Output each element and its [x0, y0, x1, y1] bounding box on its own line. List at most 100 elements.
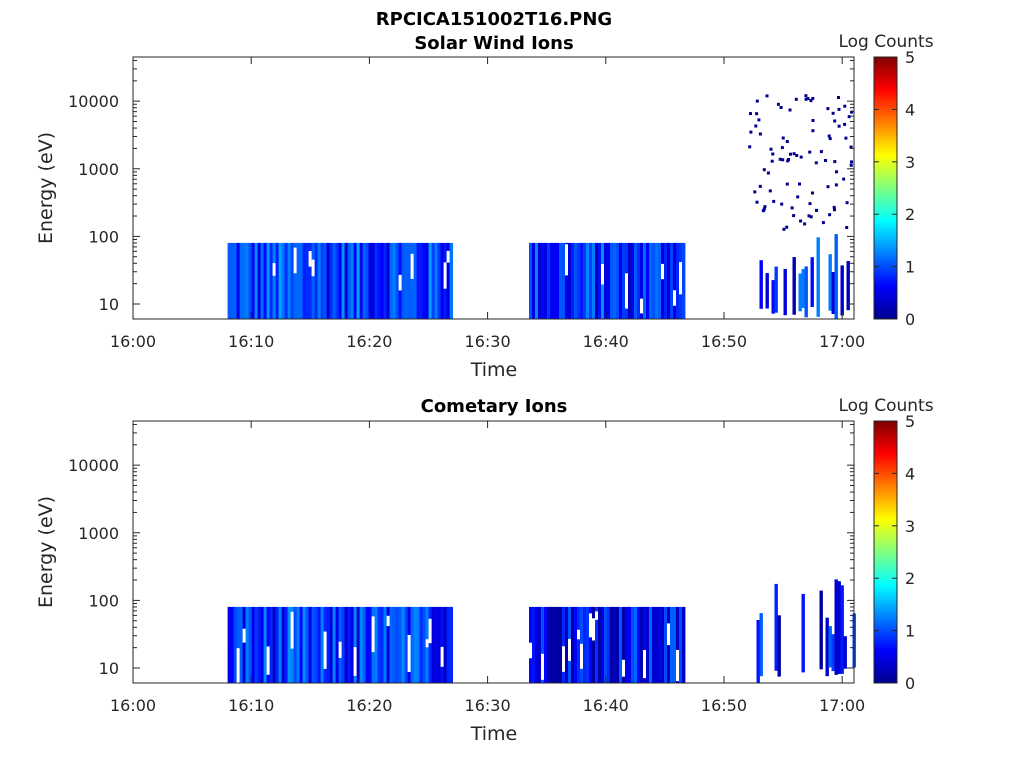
data-gap [266, 646, 270, 675]
data-gap [293, 247, 297, 274]
data-column [446, 242, 450, 319]
data-pixel [763, 205, 767, 209]
data-column [589, 242, 593, 319]
data-column [577, 606, 581, 683]
data-column [643, 242, 647, 319]
x-axis-label: Time [470, 359, 518, 381]
data-column [302, 606, 306, 683]
data-column [344, 606, 348, 683]
data-column [679, 606, 683, 683]
data-column [577, 242, 581, 319]
data-column [299, 606, 303, 683]
x-axis-label: Time [470, 723, 518, 745]
data-pixel [755, 99, 759, 103]
data-column [571, 242, 575, 319]
data-column [529, 242, 533, 319]
data-pixel [826, 107, 830, 111]
data-column [547, 606, 551, 683]
data-column [422, 242, 426, 319]
panel-title: Cometary Ions [421, 396, 568, 417]
data-column [664, 242, 668, 319]
data-gap [371, 616, 375, 653]
colorbar-gradient [873, 420, 898, 684]
data-gap [386, 615, 390, 627]
data-column [646, 606, 650, 683]
data-gap [673, 290, 677, 306]
data-column [440, 242, 444, 319]
data-column [356, 606, 360, 683]
data-pixel [850, 160, 853, 164]
data-column [401, 606, 405, 683]
colorbar-tick-label: 1 [905, 622, 915, 641]
data-pixel [834, 183, 838, 187]
data-column [416, 606, 420, 683]
data-column [604, 242, 608, 319]
data-column [610, 242, 614, 319]
data-pixel [755, 200, 759, 204]
data-gap [676, 649, 680, 682]
colorbar-label: Log Counts [838, 32, 933, 52]
data-pixel [780, 202, 784, 206]
data-column [589, 606, 593, 683]
data-column [613, 242, 617, 319]
data-column [263, 242, 267, 319]
data-column [371, 242, 375, 319]
data-column [320, 606, 324, 683]
x-tick-label: 16:30 [465, 332, 511, 351]
colorbar-tick-label: 1 [905, 258, 915, 277]
y-axis-label: Energy (eV) [35, 496, 57, 608]
colorbar-tick-label: 0 [905, 674, 915, 693]
data-pixel [844, 136, 848, 140]
data-pixel [831, 111, 835, 115]
data-column [828, 626, 832, 668]
data-column [676, 242, 680, 319]
data-column [251, 242, 255, 319]
data-column [682, 606, 686, 683]
y-tick-label: 100 [88, 227, 119, 246]
data-column [622, 242, 626, 319]
y-axis: 10 100 1000 10000 [68, 423, 854, 678]
data-column [840, 585, 844, 674]
data-column [413, 606, 417, 683]
data-pixel [788, 108, 792, 112]
data-column [831, 634, 835, 672]
data-column [347, 606, 351, 683]
data-column [413, 242, 417, 319]
data-column [329, 242, 333, 319]
data-column [317, 606, 321, 683]
x-axis: 16:00 16:10 16:20 16:30 16:40 16:50 17:00 [110, 421, 865, 715]
x-tick-label: 17:00 [819, 332, 865, 351]
data-column [631, 242, 635, 319]
data-pixel [833, 119, 837, 123]
data-gap [446, 250, 450, 263]
data-column [783, 268, 787, 316]
y-tick-label: 10 [99, 295, 119, 314]
data-gap [601, 264, 605, 285]
y-axis-label: Energy (eV) [35, 132, 57, 244]
data-column [613, 606, 617, 683]
data-pixel [762, 207, 766, 211]
data-gap [443, 262, 447, 289]
data-pixel [843, 122, 847, 126]
data-pixel [781, 136, 785, 140]
data-pixel [833, 208, 836, 212]
data-pixel [811, 119, 815, 122]
data-column [326, 242, 330, 319]
data-column [392, 606, 396, 683]
data-pixel [804, 94, 808, 98]
data-column [260, 606, 264, 683]
data-pixel [765, 94, 769, 98]
data-column [846, 261, 850, 311]
data-column [404, 606, 408, 683]
data-column [616, 242, 620, 319]
data-gap [353, 647, 357, 676]
data-column [816, 237, 820, 317]
data-column [314, 606, 318, 683]
data-column [840, 265, 844, 316]
data-gap [580, 643, 584, 669]
data-column [673, 606, 677, 683]
data-pixel [768, 189, 772, 193]
data-column [374, 242, 378, 319]
data-column [419, 606, 423, 683]
data-column [574, 606, 578, 683]
